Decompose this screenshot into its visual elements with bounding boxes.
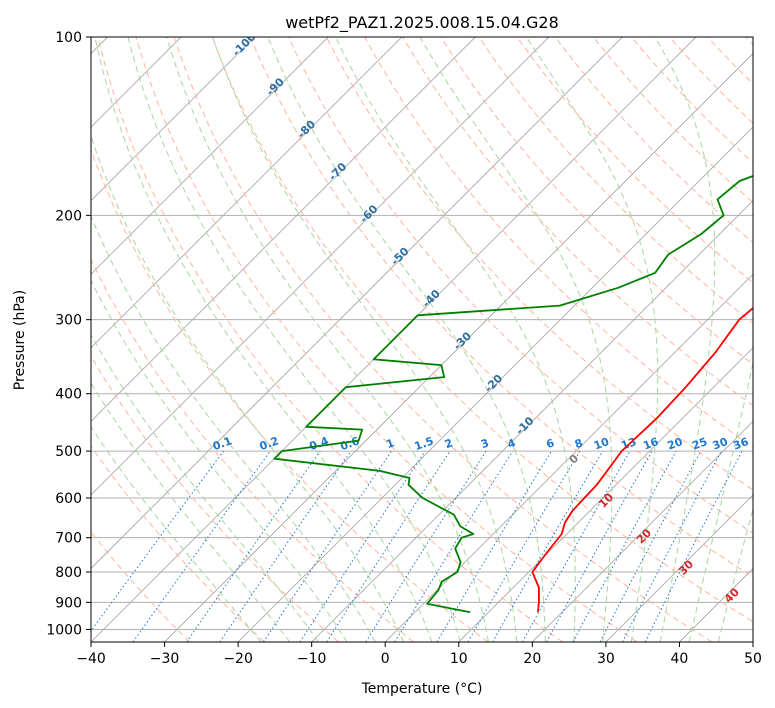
- isotherm-line: [91, 37, 329, 275]
- isotherm-line: [458, 347, 753, 642]
- y-tick-label: 500: [55, 444, 82, 460]
- moist-adiabat-line: [91, 333, 319, 642]
- dry-adiabat-line: [249, 37, 753, 578]
- dry-adiabat-line: [91, 258, 414, 642]
- y-tick-label: 200: [55, 208, 82, 224]
- mixing-ratio-label: 6: [544, 436, 556, 451]
- moist-adiabat-line: [654, 37, 716, 642]
- mixing-ratio-label: 0.1: [211, 434, 234, 453]
- mixing-ratio-label: 1.5: [413, 434, 436, 453]
- mixing-ratio-line: [186, 450, 321, 642]
- x-axis-label: Temperature (°C): [361, 681, 483, 697]
- mixing-ratio-line: [132, 450, 271, 642]
- mixing-ratio-line: [91, 450, 224, 632]
- isotherm-line: [237, 126, 753, 642]
- isotherm-line: [91, 37, 550, 496]
- mixing-ratio-label: 10: [592, 435, 611, 453]
- mixing-ratio-label: 3: [479, 436, 491, 451]
- mixing-ratio-line: [394, 450, 514, 642]
- moist-adiabat-line: [91, 134, 405, 642]
- dry-adiabat-line: [287, 37, 753, 534]
- mixing-ratio-line: [219, 450, 352, 642]
- y-tick-label: 400: [55, 387, 82, 403]
- dry-adiabat-line: [97, 37, 563, 642]
- mixing-ratio-label: 1: [385, 436, 397, 451]
- mixing-ratio-line: [263, 450, 392, 642]
- mixing-ratio-line: [546, 450, 653, 642]
- x-tick-label: 10: [450, 651, 468, 667]
- plot-frame: [90, 36, 754, 643]
- x-tick-label: 40: [671, 651, 689, 667]
- x-tick-label: 20: [523, 651, 541, 667]
- isotherm-line: [164, 52, 753, 642]
- y-tick-label: 800: [55, 565, 82, 581]
- moist-adiabat-line: [335, 37, 576, 642]
- mixing-ratio-label: 0.2: [258, 434, 281, 453]
- isotherm-line: [605, 494, 753, 642]
- y-tick-label: 600: [55, 491, 82, 507]
- y-tick-label: 700: [55, 531, 82, 547]
- moist-adiabat-line: [267, 37, 546, 642]
- mixing-ratio-label: 16: [641, 435, 660, 453]
- mixing-ratio-line: [326, 450, 451, 642]
- y-tick-label: 900: [55, 595, 82, 611]
- moist-adiabat-line: [91, 214, 376, 642]
- dry-adiabat-line: [91, 445, 265, 642]
- moist-adiabat-line: [127, 37, 461, 642]
- mixing-ratio-label: 2: [443, 436, 455, 451]
- isotherm-line: [532, 420, 753, 642]
- y-tick-label: 300: [55, 313, 82, 329]
- y-tick-label: 1000: [46, 622, 82, 638]
- mixing-ratio-label: 8: [573, 436, 585, 451]
- mixing-ratio-label: 4: [506, 436, 518, 451]
- mixing-ratio-line: [522, 450, 631, 642]
- profile-layer: [273, 175, 753, 614]
- isotherm-line: [91, 37, 476, 422]
- isotherm-line: [384, 273, 753, 642]
- x-tick-label: −40: [76, 651, 106, 667]
- isotherm-line: [91, 37, 623, 570]
- moist-adiabat-line: [717, 507, 753, 642]
- background-lines: [91, 37, 753, 642]
- moist-adiabat-line: [91, 426, 262, 642]
- y-axis-label: Pressure (hPa): [12, 290, 28, 390]
- moist-adiabat-line: [688, 360, 753, 642]
- moist-adiabat-line: [212, 37, 518, 642]
- moist-adiabat-line: [419, 37, 613, 642]
- mixing-ratio-label: 0.6: [338, 434, 361, 453]
- mixing-ratio-line: [644, 450, 743, 642]
- mixing-ratio-label: 36: [731, 435, 750, 453]
- x-tick-label: 50: [744, 651, 762, 667]
- chart-title: wetPf2_PAZ1.2025.008.15.04.G28: [285, 13, 559, 33]
- dewpoint-profile-line: [273, 175, 753, 614]
- dry-adiabat-line: [91, 355, 340, 642]
- temperature-profile-line: [531, 306, 753, 613]
- mixing-ratio-label: 25: [690, 435, 709, 452]
- moist-adiabat-line: [525, 37, 659, 642]
- mixing-ratio-line: [299, 450, 426, 642]
- isotherm-line: [91, 37, 255, 202]
- isotherm-line: [91, 37, 403, 349]
- moist-adiabat-line: [94, 37, 433, 642]
- x-tick-label: 30: [597, 651, 615, 667]
- y-tick-label: 100: [55, 30, 82, 46]
- grid-layer: [91, 37, 753, 642]
- mixing-ratio-label: 0.4: [308, 434, 331, 453]
- mixing-ratio-label: 20: [666, 435, 685, 453]
- mixing-ratio-label: 30: [711, 435, 730, 453]
- dry-adiabat-line: [326, 37, 753, 491]
- dry-adiabat-line: [173, 37, 713, 642]
- x-tick-label: 0: [381, 651, 390, 667]
- mixing-ratio-line: [572, 450, 677, 642]
- dry-adiabat-line: [211, 37, 753, 623]
- moist-adiabat-line: [166, 37, 489, 642]
- x-tick-label: −20: [223, 651, 253, 667]
- moist-adiabat-line: [91, 382, 291, 642]
- axes: −40 −30 −20 −10 0 10 20 30 40 5010020030040050060…: [46, 30, 762, 667]
- x-tick-label: −30: [150, 651, 180, 667]
- x-tick-label: −10: [297, 651, 327, 667]
